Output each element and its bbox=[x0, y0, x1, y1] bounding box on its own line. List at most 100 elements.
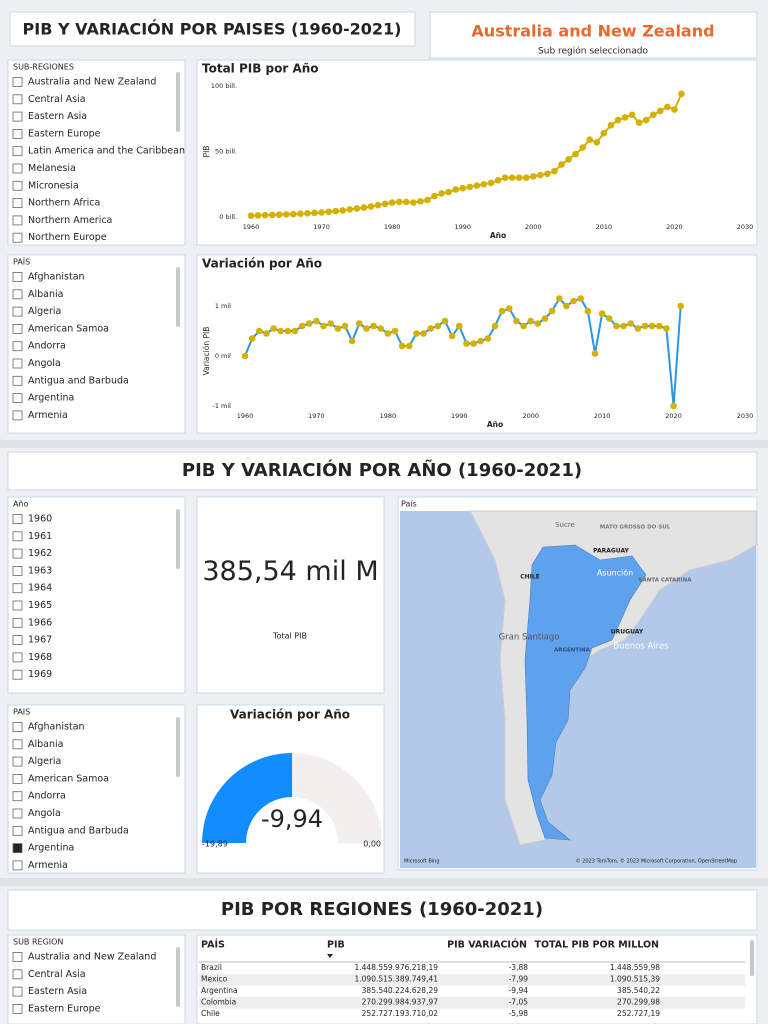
checkbox[interactable] bbox=[12, 860, 23, 871]
slicer-item[interactable]: 1962 bbox=[28, 548, 52, 559]
slicer-item[interactable]: 1966 bbox=[28, 617, 52, 628]
slicer-item[interactable]: Latin America and the Caribbean bbox=[28, 146, 185, 157]
checkbox[interactable] bbox=[12, 323, 23, 334]
checkbox[interactable] bbox=[12, 514, 23, 524]
checkbox[interactable] bbox=[12, 272, 23, 282]
slicer-item[interactable]: Australia and New Zealand bbox=[28, 952, 156, 963]
marker bbox=[448, 332, 456, 340]
checkbox[interactable] bbox=[12, 232, 23, 243]
slicer-item[interactable]: 1963 bbox=[28, 565, 52, 576]
marker bbox=[655, 322, 663, 330]
checkbox[interactable] bbox=[12, 1004, 23, 1014]
checkbox[interactable] bbox=[12, 843, 23, 853]
checkbox[interactable] bbox=[12, 583, 23, 594]
checkbox[interactable] bbox=[12, 825, 23, 836]
slicer-item[interactable]: 1968 bbox=[28, 652, 52, 663]
x-tick-label: 2030 bbox=[737, 223, 754, 231]
checkbox[interactable] bbox=[12, 669, 23, 680]
marker bbox=[527, 317, 535, 325]
marker bbox=[332, 207, 339, 215]
slicer-item[interactable]: Albania bbox=[28, 739, 63, 750]
checkbox[interactable] bbox=[12, 289, 23, 300]
checkbox[interactable] bbox=[12, 531, 23, 542]
slicer-item[interactable]: Armenia bbox=[28, 860, 68, 871]
slicer-item[interactable]: Antigua and Barbuda bbox=[28, 825, 129, 836]
slicer-item[interactable]: Northern America bbox=[28, 215, 112, 226]
slicer-item[interactable]: 1964 bbox=[28, 583, 52, 594]
slicer-item[interactable]: 1961 bbox=[28, 531, 52, 542]
card-value: Australia and New Zealand bbox=[471, 22, 714, 41]
slicer-item[interactable]: 1967 bbox=[28, 635, 52, 646]
checkbox[interactable] bbox=[12, 791, 23, 802]
checkbox[interactable] bbox=[12, 341, 23, 352]
slicer-item[interactable]: Argentina bbox=[28, 843, 74, 854]
checkbox[interactable] bbox=[12, 111, 23, 122]
checkbox[interactable] bbox=[12, 180, 23, 191]
checkbox[interactable] bbox=[12, 393, 23, 404]
slicer-item[interactable]: Angola bbox=[28, 358, 61, 369]
slicer-item[interactable]: Eastern Asia bbox=[28, 986, 87, 997]
checkbox[interactable] bbox=[12, 739, 23, 750]
checkbox[interactable] bbox=[12, 969, 23, 980]
checkbox[interactable] bbox=[12, 774, 23, 784]
x-axis-label: Año bbox=[490, 231, 506, 240]
checkbox[interactable] bbox=[12, 198, 23, 209]
slicer-item[interactable]: Algeria bbox=[28, 306, 61, 317]
checkbox[interactable] bbox=[12, 566, 23, 576]
marker bbox=[431, 192, 438, 200]
slicer-item[interactable]: Eastern Europe bbox=[28, 128, 101, 139]
slicer-item[interactable]: Central Asia bbox=[28, 94, 86, 105]
slicer-item[interactable]: American Samoa bbox=[28, 323, 109, 334]
marker bbox=[320, 322, 327, 330]
checkbox[interactable] bbox=[12, 756, 23, 767]
slicer-item[interactable]: Eastern Asia bbox=[28, 111, 87, 122]
checkbox[interactable] bbox=[12, 652, 23, 663]
checkbox[interactable] bbox=[12, 77, 23, 87]
slicer-item[interactable]: Argentina bbox=[28, 393, 74, 404]
checkbox[interactable] bbox=[12, 600, 23, 611]
slicer-item[interactable]: Afghanistan bbox=[28, 722, 85, 733]
checkbox[interactable] bbox=[12, 722, 23, 732]
slicer-item[interactable]: Micronesia bbox=[28, 180, 79, 191]
slicer-item[interactable]: Algeria bbox=[28, 756, 61, 767]
slicer-item[interactable]: Northern Europe bbox=[28, 232, 107, 243]
checkbox[interactable] bbox=[12, 410, 23, 421]
checkbox[interactable] bbox=[12, 146, 23, 157]
slicer-item[interactable]: 1965 bbox=[28, 600, 52, 611]
marker bbox=[657, 107, 664, 115]
marker bbox=[355, 320, 363, 327]
checkbox[interactable] bbox=[12, 358, 23, 369]
map-label: Gran Santiago bbox=[499, 633, 560, 643]
slicer-item[interactable]: Australia and New Zealand bbox=[28, 77, 156, 88]
checkbox[interactable] bbox=[12, 306, 23, 317]
slicer-item[interactable]: 1969 bbox=[28, 669, 52, 680]
slicer-item[interactable]: Melanesia bbox=[28, 163, 76, 174]
marker bbox=[498, 307, 506, 315]
slicer-item[interactable]: Northern Africa bbox=[28, 198, 100, 209]
slicer-item[interactable]: Central Asia bbox=[28, 969, 86, 980]
slicer-item[interactable]: Angola bbox=[28, 808, 61, 819]
checkbox[interactable] bbox=[12, 635, 23, 645]
checkbox[interactable] bbox=[12, 986, 23, 997]
checkbox[interactable] bbox=[12, 548, 23, 559]
checkbox[interactable] bbox=[12, 215, 23, 226]
checkbox[interactable] bbox=[12, 808, 23, 819]
marker bbox=[649, 111, 657, 119]
checkbox[interactable] bbox=[12, 94, 23, 105]
checkbox[interactable] bbox=[12, 375, 23, 386]
slicer-item[interactable]: Albania bbox=[28, 289, 63, 300]
slicer-item[interactable]: Andorra bbox=[28, 791, 66, 802]
checkbox[interactable] bbox=[12, 617, 23, 628]
slicer-item[interactable]: Afghanistan bbox=[28, 272, 85, 283]
marker bbox=[598, 310, 606, 317]
slicer-item[interactable]: Antigua and Barbuda bbox=[28, 375, 129, 386]
slicer-item[interactable]: Andorra bbox=[28, 341, 66, 352]
slicer-item[interactable]: 1960 bbox=[28, 514, 52, 525]
checkbox[interactable] bbox=[12, 952, 23, 962]
slicer-item[interactable]: American Samoa bbox=[28, 773, 109, 784]
y-axis-label: PIB bbox=[202, 146, 211, 158]
slicer-item[interactable]: Eastern Europe bbox=[28, 1003, 101, 1014]
checkbox[interactable] bbox=[12, 163, 23, 174]
checkbox[interactable] bbox=[12, 128, 23, 139]
slicer-item[interactable]: Armenia bbox=[28, 410, 68, 421]
